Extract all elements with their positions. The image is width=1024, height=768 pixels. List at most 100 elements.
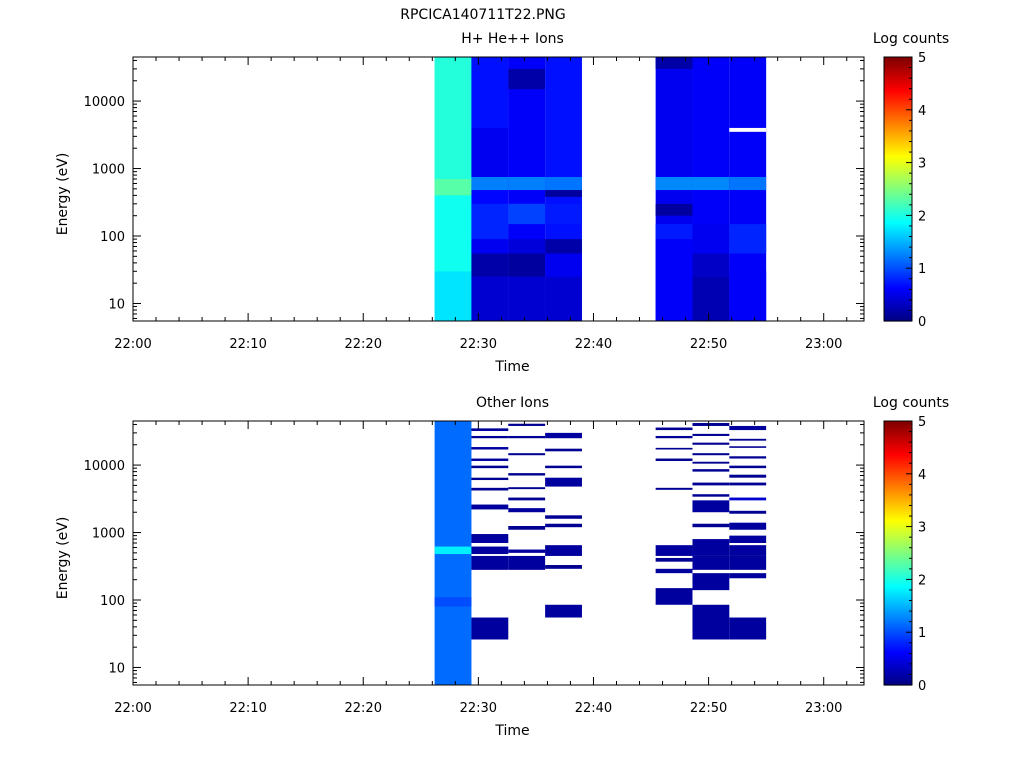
colorbar-step (884, 213, 912, 216)
spectrogram-band (434, 195, 472, 272)
colorbar-step (884, 275, 912, 278)
colorbar-tick-label: 3 (918, 521, 926, 536)
spectrogram-band (471, 253, 509, 277)
y-tick-label: 1000 (92, 527, 125, 542)
colorbar-step (884, 503, 912, 506)
colorbar-step (884, 531, 912, 534)
colorbar-step (884, 667, 912, 670)
colorbar-tick-label: 4 (918, 468, 926, 483)
colorbar-step (884, 553, 912, 556)
colorbar-step (884, 487, 912, 490)
colorbar-step (884, 577, 912, 580)
spectrogram-band (545, 239, 582, 254)
colorbar-step (884, 639, 912, 642)
colorbar-step (884, 471, 912, 474)
colorbar-step (884, 517, 912, 520)
spectrogram-band (729, 176, 767, 191)
colorbar: 0 1 2 3 4 5 Log counts (873, 395, 949, 694)
x-axis-label: Time (494, 723, 529, 739)
colorbar-step (884, 661, 912, 664)
colorbar-step (884, 597, 912, 600)
colorbar-step (884, 651, 912, 654)
y-tick-label: 100 (100, 230, 125, 245)
colorbar-step (884, 441, 912, 444)
y-tick-label: 10000 (84, 459, 125, 474)
colorbar-step (884, 147, 912, 150)
colorbar-step (884, 609, 912, 612)
colorbar-step (884, 533, 912, 536)
colorbar-step (884, 483, 912, 486)
colorbar-step (884, 283, 912, 286)
spectrogram-band (545, 176, 582, 191)
colorbar-step (884, 535, 912, 538)
spectrogram-band (471, 534, 509, 543)
spectrogram-band (729, 545, 767, 556)
spectrogram-band (471, 546, 509, 555)
spectrogram-band (471, 487, 509, 491)
colorbar-step (884, 599, 912, 602)
x-tick-label: 22:20 (345, 337, 382, 352)
spectrogram-band (508, 487, 546, 490)
colorbar-step (884, 559, 912, 562)
spectrogram-band (471, 447, 509, 450)
colorbar-step (884, 277, 912, 280)
colorbar-step (884, 313, 912, 316)
colorbar-step (884, 193, 912, 196)
colorbar-step (884, 85, 912, 88)
colorbar-step (884, 167, 912, 170)
colorbar-step (884, 189, 912, 192)
colorbar-step (884, 575, 912, 578)
colorbar-step (884, 89, 912, 92)
colorbar-step (884, 473, 912, 476)
colorbar-step (884, 185, 912, 188)
colorbar-step (884, 289, 912, 292)
spectrogram-band (692, 494, 730, 497)
colorbar-step (884, 465, 912, 468)
x-tick-label: 22:30 (460, 337, 497, 352)
colorbar-step (884, 173, 912, 176)
spectrogram-band (655, 224, 693, 240)
colorbar-tick-label: 2 (918, 209, 926, 224)
spectrogram-band (471, 127, 509, 177)
spectrogram-band (545, 432, 582, 439)
x-tick-label: 22:10 (229, 337, 266, 352)
spectrogram-band (692, 224, 730, 254)
spectrogram-band (434, 57, 472, 179)
spectrogram-band (729, 497, 767, 501)
spectrogram-band (545, 545, 582, 556)
colorbar-step (884, 63, 912, 66)
colorbar-step (884, 557, 912, 560)
spectrogram-band (729, 617, 767, 640)
spectrogram-band (508, 239, 546, 254)
colorbar-step (884, 653, 912, 656)
colorbar-step (884, 463, 912, 466)
spectrogram-band (508, 453, 546, 456)
colorbar-step (884, 423, 912, 426)
spectrogram-band (471, 176, 509, 191)
spectrogram-band (545, 448, 582, 452)
colorbar-step (884, 153, 912, 156)
spectrogram-band (434, 597, 472, 607)
colorbar-step (884, 151, 912, 154)
spectrogram-band (434, 178, 472, 196)
colorbar-step (884, 319, 912, 322)
colorbar-step (884, 95, 912, 98)
colorbar-step (884, 157, 912, 160)
colorbar-step (884, 433, 912, 436)
spectrogram-band (729, 522, 767, 530)
colorbar-step (884, 113, 912, 116)
colorbar-step (884, 619, 912, 622)
spectrogram-band (655, 57, 693, 69)
colorbar-step (884, 97, 912, 100)
spectrogram-band (434, 271, 472, 321)
spectrogram-band (508, 423, 546, 426)
colorbar-step (884, 159, 912, 162)
spectrogram-band (508, 508, 546, 513)
spectrogram-band (508, 473, 546, 476)
colorbar-step (884, 497, 912, 500)
colorbar-step (884, 293, 912, 296)
spectrogram-band (471, 57, 509, 128)
colorbar-step (884, 111, 912, 114)
